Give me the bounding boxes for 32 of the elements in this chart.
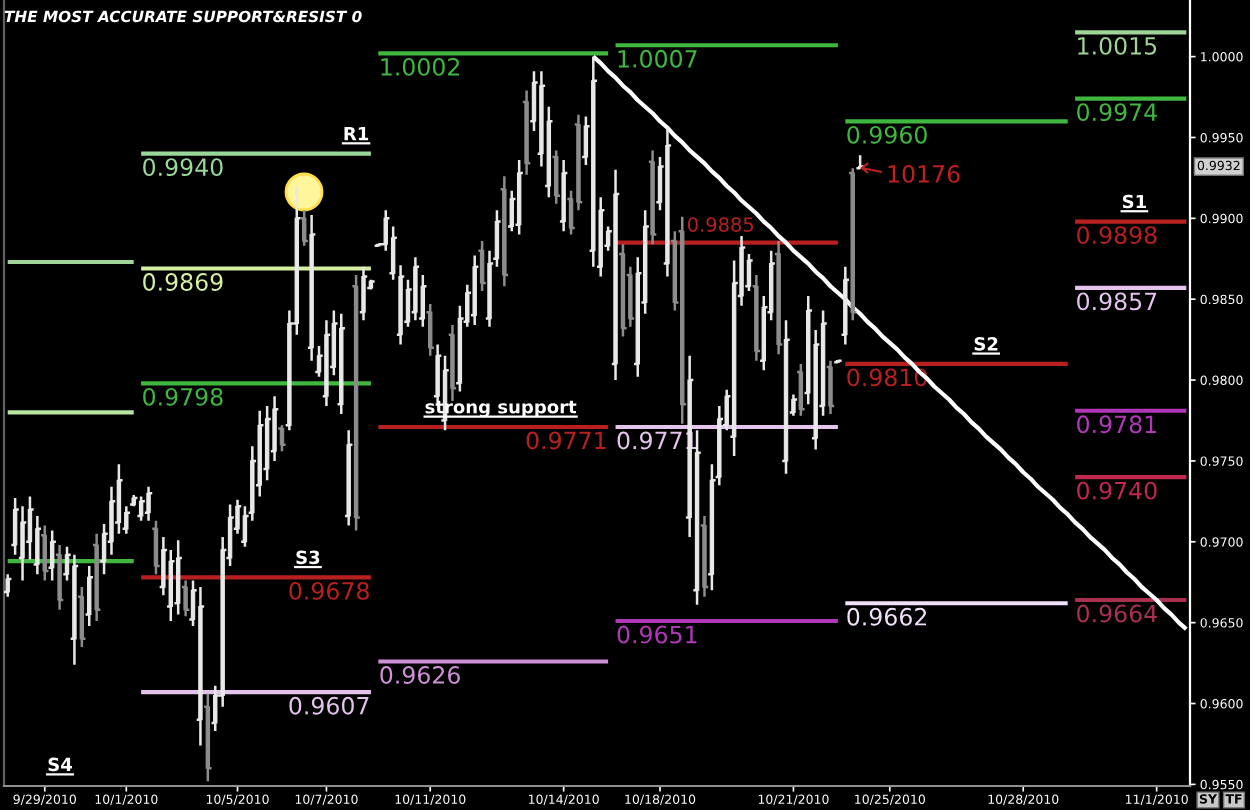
annotation: 0.9740 <box>1077 481 1157 500</box>
candlestick <box>153 519 159 576</box>
candlestick <box>746 252 752 293</box>
annotation: R1 <box>344 127 369 141</box>
candlestick <box>620 242 626 338</box>
annotation: S2 <box>974 337 998 351</box>
annotation: 0.9626 <box>380 666 460 684</box>
annotation: 0.9798 <box>143 387 223 406</box>
annotation: S4 <box>48 757 72 772</box>
annotation: 0.9885 <box>687 217 754 232</box>
annotation: 0.9960 <box>847 125 927 144</box>
annotation: S1 <box>1122 194 1146 209</box>
annotation: 0.9898 <box>1077 226 1157 245</box>
annotation: S3 <box>296 550 320 565</box>
annotation: 0.9869 <box>143 273 223 291</box>
annotation: 10176 <box>888 164 960 183</box>
annotation: 0.9974 <box>1077 103 1157 122</box>
annotation: 0.9781 <box>1077 415 1156 434</box>
annotation: 1.0002 <box>381 57 460 76</box>
annotation: 0.9651 <box>617 625 697 644</box>
annotation: 1.0015 <box>1078 36 1157 55</box>
annotation: 0.9810 <box>847 368 927 387</box>
annotation: 0.9664 <box>1077 604 1157 623</box>
annotation: 1.0007 <box>618 49 697 68</box>
annotation: 0.9940 <box>143 158 223 177</box>
candlestick <box>783 318 789 476</box>
annotation: 0.9607 <box>289 696 369 715</box>
annotation: 0.9678 <box>289 581 369 600</box>
candlestick <box>138 495 144 523</box>
annotation: 0.9662 <box>847 607 927 626</box>
annotation: 0.9771 <box>526 431 606 450</box>
annotation: 0.9857 <box>1077 292 1157 311</box>
